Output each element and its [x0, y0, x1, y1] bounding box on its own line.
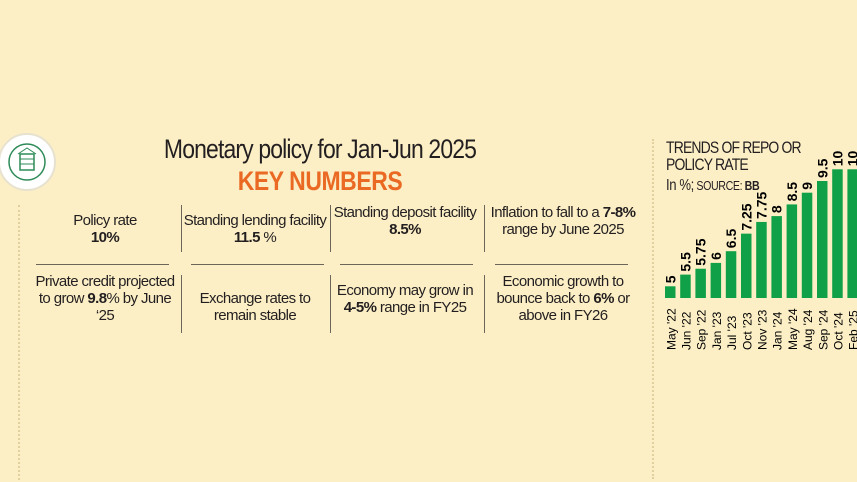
cell-text-bold: 11.5: [233, 229, 261, 246]
bar: [847, 169, 857, 298]
cell-text-pre: Economy may grow in: [336, 282, 474, 299]
cell-text-bold: 7-8%: [602, 204, 636, 221]
bar: [680, 274, 691, 298]
bar: [786, 204, 798, 298]
x-tick-label: Jun '22: [679, 311, 693, 350]
cell-text-pre: Inflation to fall to a: [490, 204, 603, 221]
x-tick-label: Jan '24: [771, 311, 785, 350]
cell-text-bold: 6%: [593, 290, 614, 307]
data-label: 10: [829, 151, 845, 167]
x-tick-label: Oct '23: [740, 312, 754, 350]
key-number-cell: Standing deposit facility 8.5%: [330, 204, 480, 238]
cell-text-post: range by June 2025: [502, 221, 624, 238]
cell-text-pre: Policy rate: [73, 212, 137, 229]
cell-text-bold: 10%: [90, 229, 120, 246]
data-label: 6: [708, 252, 724, 260]
x-tick-label: Aug '24: [801, 309, 815, 350]
bar: [817, 181, 828, 298]
x-tick-label: Feb '25: [847, 310, 857, 350]
cell-text-pre: Economic growth to bounce back to: [496, 273, 624, 307]
x-tick-label: Oct '24: [831, 312, 845, 350]
data-label: 5.75: [693, 238, 709, 265]
page-title: Monetary policy for Jan-Jun 2025: [163, 134, 477, 164]
cell-text-pre: Exchange rates to remain stable: [199, 290, 311, 324]
data-label: 7.25: [738, 203, 754, 230]
cell-text-post: range in FY25: [376, 299, 467, 316]
divider: [181, 205, 182, 252]
bar: [710, 262, 722, 298]
cell-text-pre: Private credit projected to grow: [35, 273, 175, 307]
key-number-cell: Policy rate 10%: [30, 212, 180, 246]
bangladesh-bank-logo: [0, 133, 56, 191]
divider-dotted: [18, 205, 20, 480]
x-tick-label: Nov '23: [755, 309, 769, 350]
key-number-cell: Private credit projected to grow 9.8% by…: [30, 273, 180, 324]
key-number-cell: Inflation to fall to a 7-8% range by Jun…: [488, 204, 638, 238]
x-tick-label: Sep '22: [695, 309, 709, 350]
key-number-cell: Economy may grow in 4-5% range in FY25: [330, 282, 480, 316]
data-label: 5: [662, 275, 678, 283]
cell-text-bold: 4-5%: [343, 299, 377, 316]
data-label: 10: [845, 151, 857, 167]
chart-title: TRENDS OF REPO OR POLICY RATE: [666, 138, 802, 174]
source-label: SOURCE:: [696, 178, 743, 193]
divider: [484, 275, 485, 333]
cell-text-post: %: [259, 229, 277, 246]
divider: [330, 205, 331, 252]
key-number-cell: Economic growth to bounce back to 6% or …: [488, 273, 638, 324]
cell-text-post: % by June ‘25: [95, 290, 172, 324]
key-number-cell: Exchange rates to remain stable: [180, 290, 330, 324]
cell-text-post: or above in FY26: [518, 290, 631, 324]
bar: [741, 233, 752, 298]
x-tick-label: Sep '24: [816, 309, 830, 350]
bar: [695, 268, 706, 298]
data-label: 8: [769, 205, 785, 213]
bar: [756, 221, 767, 298]
cell-text-pre: Standing deposit facility: [333, 204, 477, 221]
page-subtitle: KEY NUMBERS: [237, 166, 403, 196]
bar: [832, 169, 843, 298]
source-value: BB: [744, 178, 760, 193]
chart-source: In %; SOURCE: BB: [666, 177, 760, 195]
cell-text-bold: 9.8: [87, 290, 107, 307]
bar: [801, 192, 813, 298]
divider: [495, 264, 628, 265]
x-tick-label: May '24: [786, 308, 800, 350]
bar: [665, 286, 676, 298]
divider: [36, 264, 169, 265]
divider: [181, 275, 182, 333]
data-label: 5.5: [677, 252, 693, 272]
divider: [191, 264, 324, 265]
x-tick-label: May '22: [664, 308, 678, 350]
cell-text-pre: Standing lending facility: [183, 212, 327, 229]
x-tick-label: Jul '23: [725, 315, 739, 350]
bar: [771, 216, 782, 298]
divider: [484, 205, 485, 252]
bar: [725, 251, 737, 298]
cell-text-bold: 8.5%: [389, 221, 421, 238]
data-label: 6.5: [723, 229, 739, 249]
divider: [340, 264, 473, 265]
divider: [330, 275, 331, 333]
chart-divider: [652, 139, 654, 479]
data-label: 9.5: [814, 158, 830, 178]
data-label: 7.75: [753, 191, 769, 218]
x-tick-label: Jan '23: [710, 311, 724, 350]
key-number-cell: Standing lending facility 11.5 %: [180, 212, 330, 246]
unit-label: In %;: [666, 177, 694, 194]
data-label: 8.5: [784, 182, 800, 202]
data-label: 9: [799, 182, 815, 190]
